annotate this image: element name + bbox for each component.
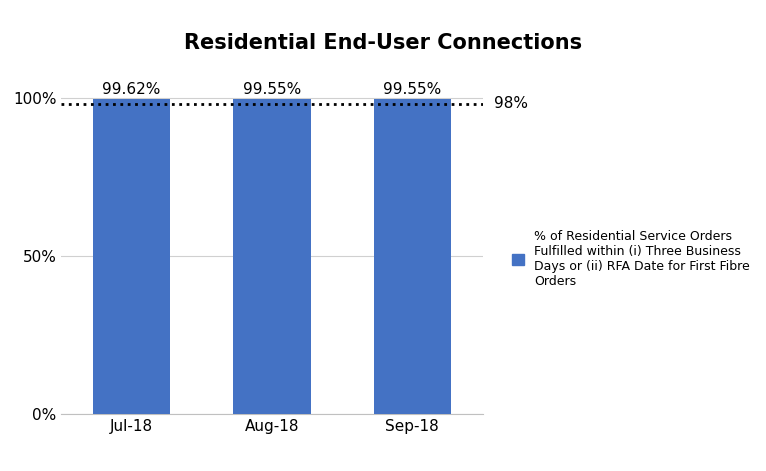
Text: 98%: 98%	[494, 97, 528, 111]
Text: 99.55%: 99.55%	[243, 82, 301, 97]
Bar	[93, 99, 170, 414]
Bar	[234, 99, 310, 414]
Legend: % of Residential Service Orders
Fulfilled within (i) Three Business
Days or (ii): % of Residential Service Orders Fulfille…	[512, 230, 750, 288]
Bar	[374, 99, 451, 414]
Text: Residential End-User Connections: Residential End-User Connections	[184, 33, 582, 53]
Text: 99.55%: 99.55%	[383, 82, 441, 97]
Text: 99.62%: 99.62%	[103, 81, 161, 97]
